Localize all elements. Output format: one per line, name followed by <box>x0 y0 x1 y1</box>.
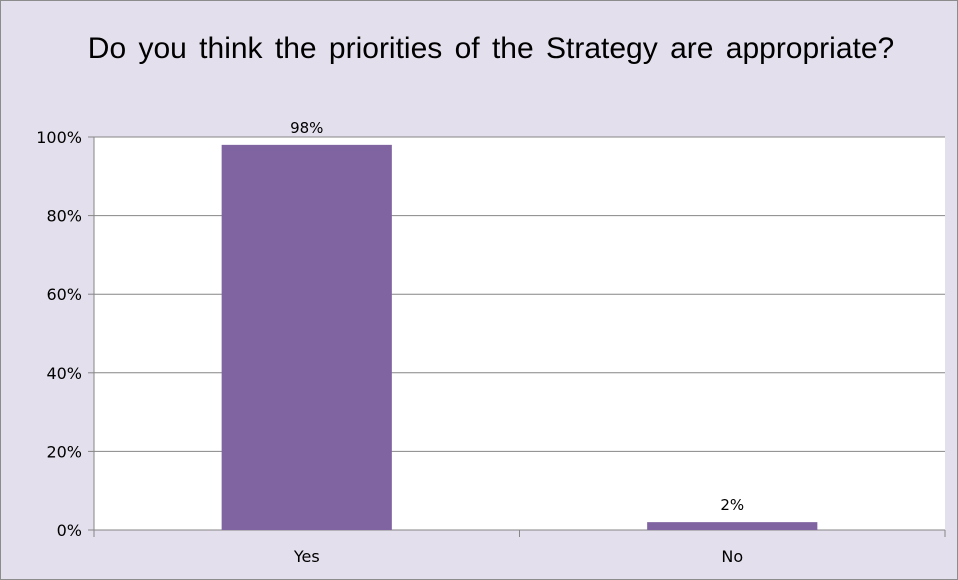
bar-yes <box>221 144 392 531</box>
y-tick-label: 20% <box>46 442 82 461</box>
data-label: 98% <box>290 119 323 137</box>
y-tick-label: 80% <box>46 207 82 226</box>
y-tick-label: 60% <box>46 285 82 304</box>
y-tick-label: 100% <box>36 128 82 147</box>
y-tick-label: 40% <box>46 364 82 383</box>
y-tick-label: 0% <box>57 521 82 540</box>
x-category-label: Yes <box>293 547 320 566</box>
bar-no <box>647 522 818 530</box>
x-category-label: No <box>721 547 743 566</box>
chart-title: Do you think the priorities of the Strat… <box>87 32 895 65</box>
data-label: 2% <box>720 496 744 514</box>
